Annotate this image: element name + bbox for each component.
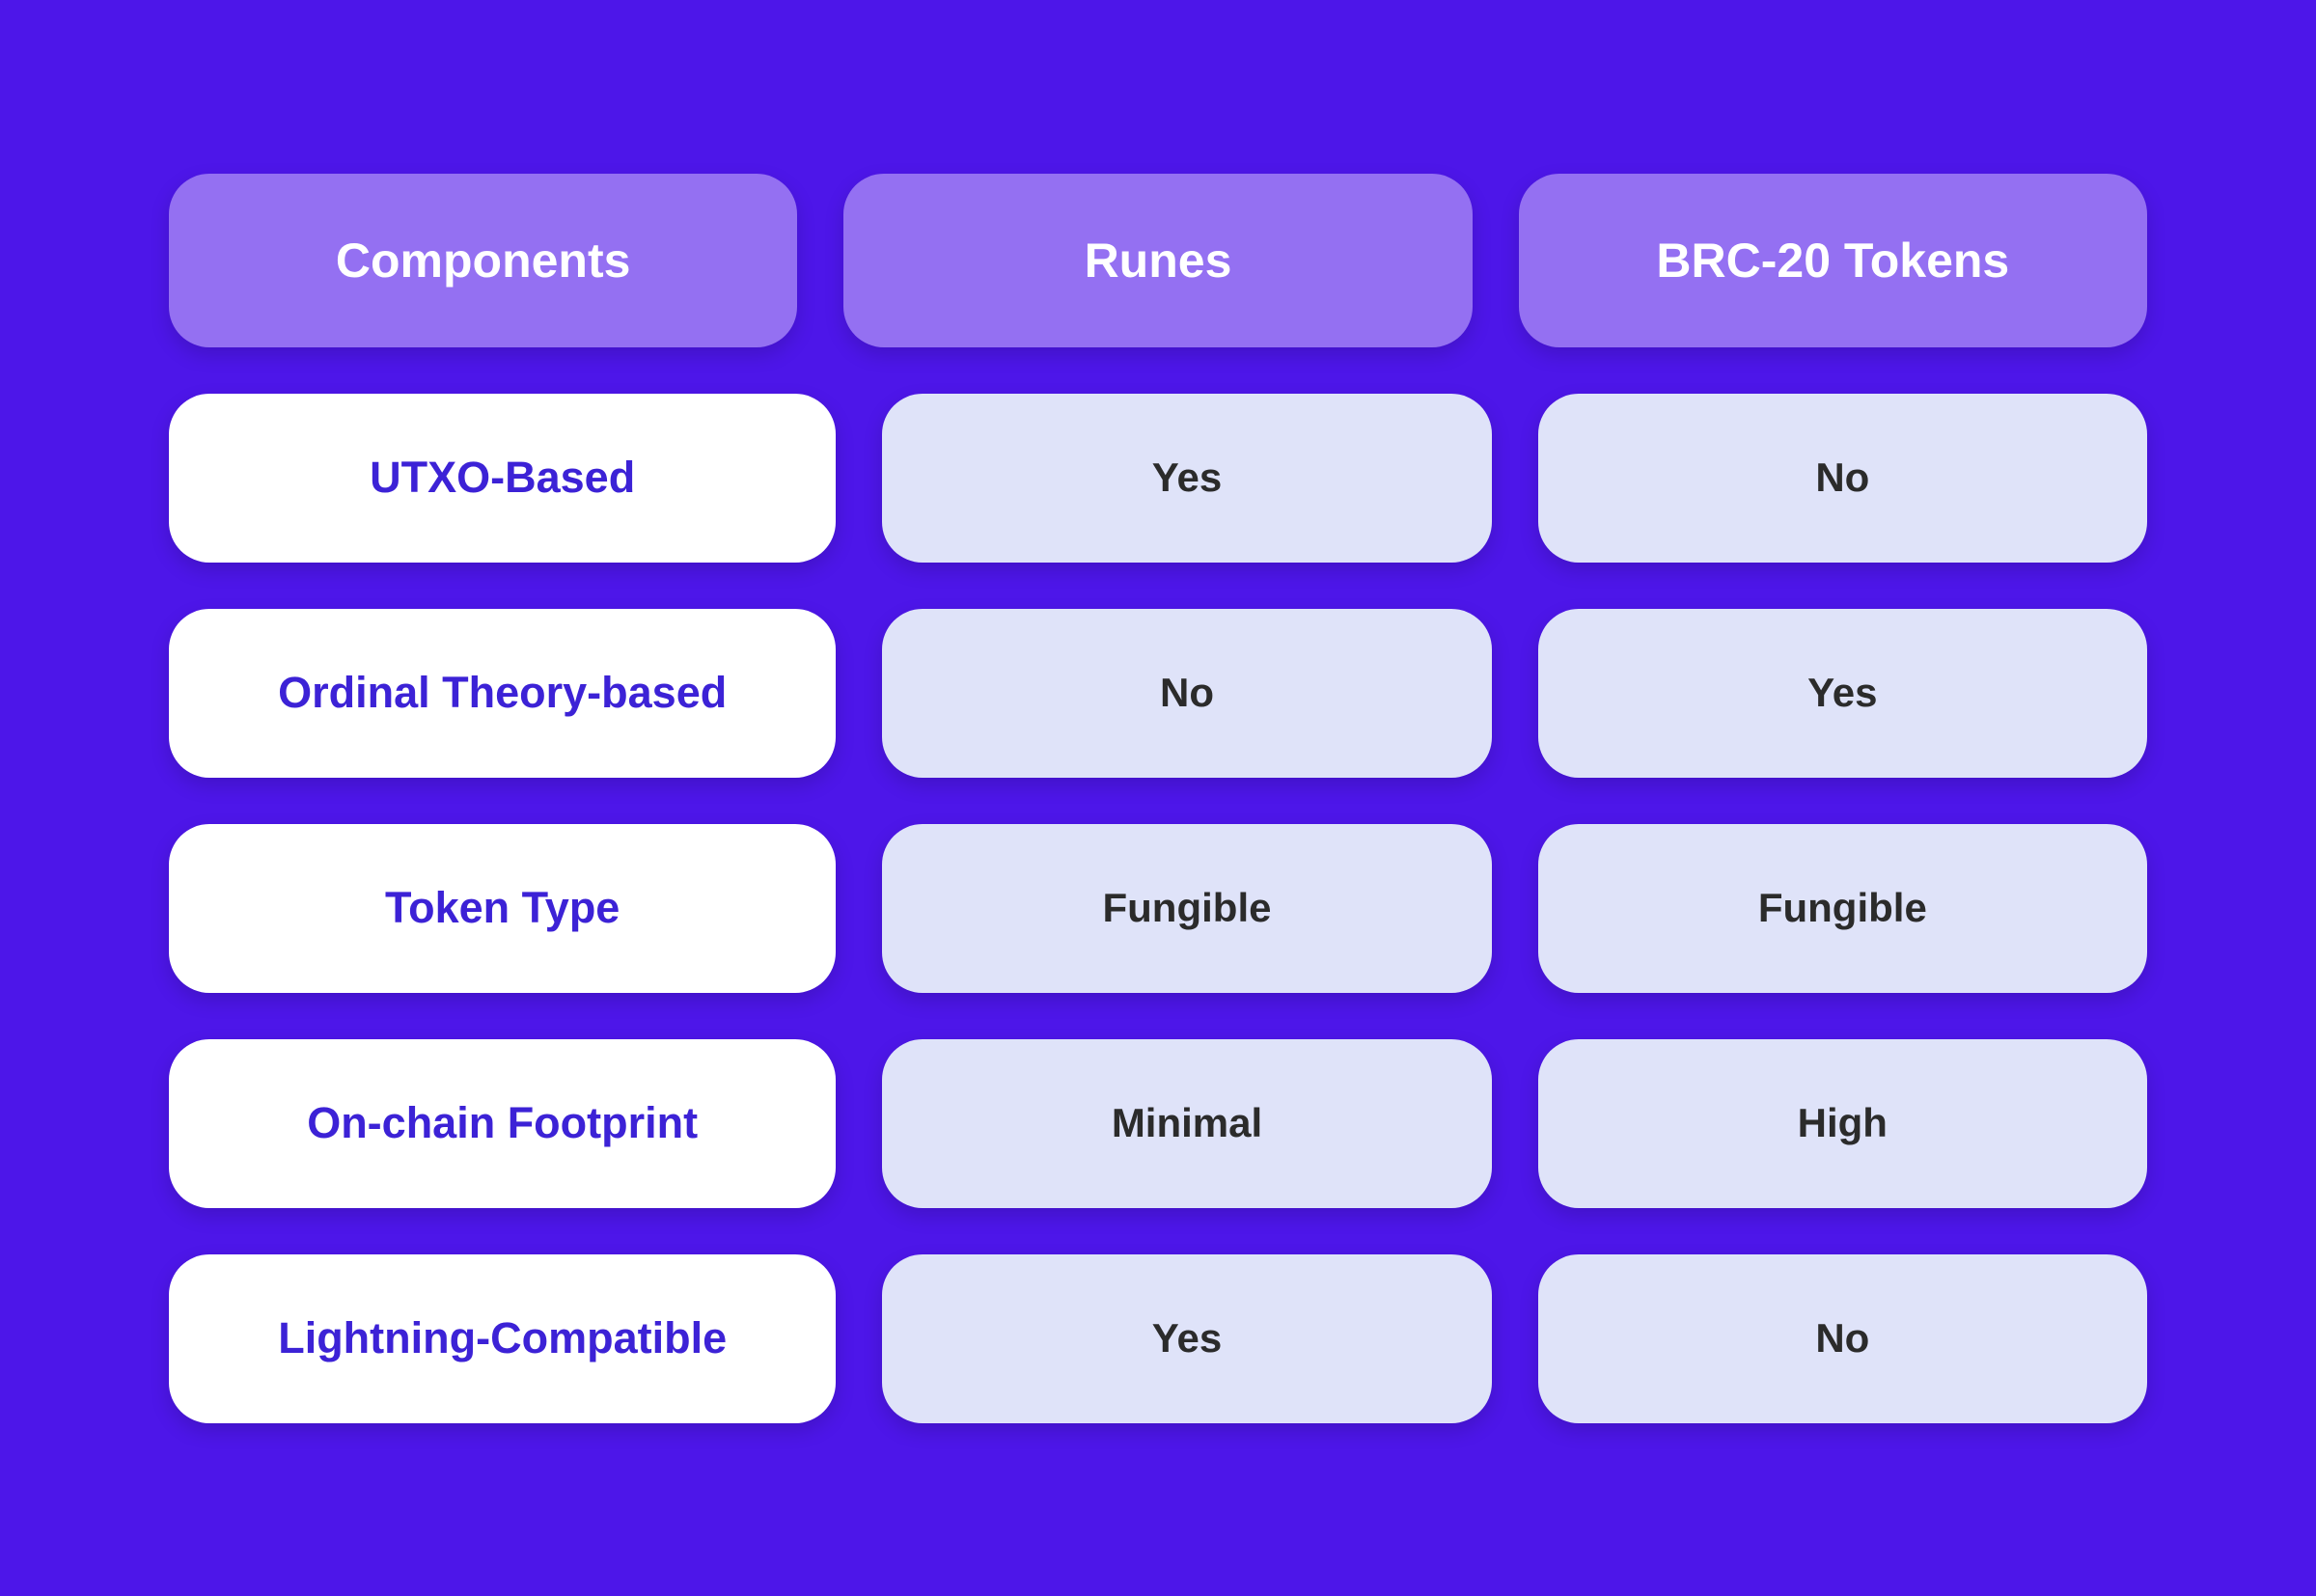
- row-label: Ordinal Theory-based: [169, 609, 836, 778]
- row-value-brc20: High: [1538, 1039, 2147, 1208]
- table-row: UTXO-Based Yes No: [169, 394, 2147, 563]
- table-row: Token Type Fungible Fungible: [169, 824, 2147, 993]
- row-value-brc20: Fungible: [1538, 824, 2147, 993]
- row-value-runes: Fungible: [882, 824, 1491, 993]
- row-label: Lightning-Compatible: [169, 1254, 836, 1423]
- row-label: UTXO-Based: [169, 394, 836, 563]
- header-brc20: BRC-20 Tokens: [1519, 174, 2147, 347]
- row-value-runes: Minimal: [882, 1039, 1491, 1208]
- row-value-brc20: No: [1538, 1254, 2147, 1423]
- header-components: Components: [169, 174, 797, 347]
- comparison-table: Components Runes BRC-20 Tokens UTXO-Base…: [169, 174, 2147, 1423]
- row-label: On-chain Footprint: [169, 1039, 836, 1208]
- row-value-runes: No: [882, 609, 1491, 778]
- row-value-brc20: Yes: [1538, 609, 2147, 778]
- table-row: Ordinal Theory-based No Yes: [169, 609, 2147, 778]
- table-row: On-chain Footprint Minimal High: [169, 1039, 2147, 1208]
- table-header-row: Components Runes BRC-20 Tokens: [169, 174, 2147, 347]
- row-value-brc20: No: [1538, 394, 2147, 563]
- header-runes: Runes: [843, 174, 1472, 347]
- row-value-runes: Yes: [882, 1254, 1491, 1423]
- table-row: Lightning-Compatible Yes No: [169, 1254, 2147, 1423]
- row-value-runes: Yes: [882, 394, 1491, 563]
- row-label: Token Type: [169, 824, 836, 993]
